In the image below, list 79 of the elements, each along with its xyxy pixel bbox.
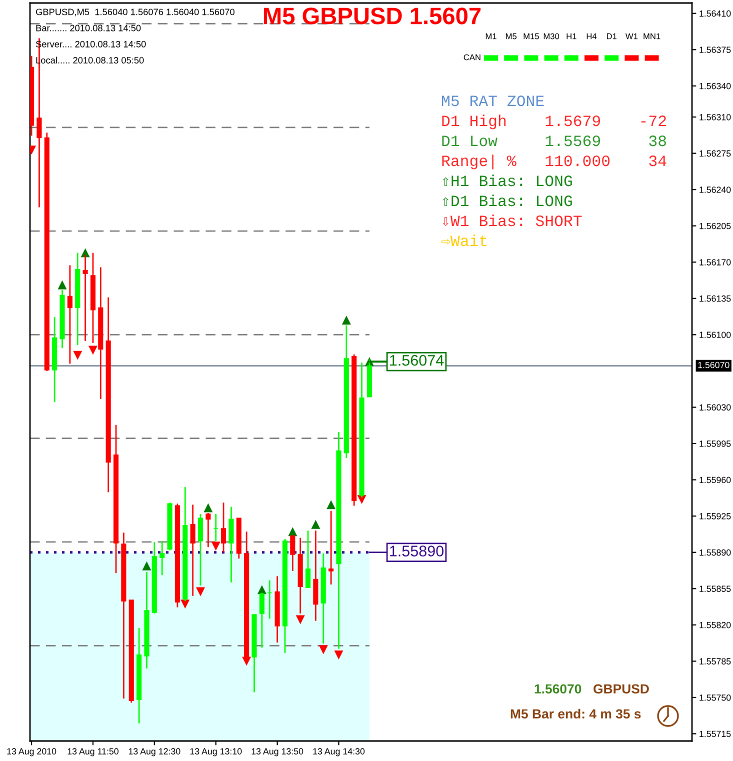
annotation: D1 Low 1.5569 38 bbox=[442, 136, 666, 146]
candlestick bbox=[67, 264, 72, 364]
y-tick-label: 1.55995 bbox=[700, 440, 731, 447]
y-tick-label: 1.56310 bbox=[700, 114, 731, 120]
category-label: W1 bbox=[625, 33, 638, 40]
annotation: ⇧H1 Bias: LONG bbox=[442, 174, 572, 186]
point bbox=[326, 500, 336, 510]
y-tick-label: 1.55925 bbox=[700, 513, 731, 520]
y-tick-label: 1.56170 bbox=[700, 259, 731, 266]
annotation: 1.56070 bbox=[534, 684, 582, 694]
annotation: ⇩W1 Bias: SHORT bbox=[442, 214, 582, 226]
annotation: Bar....... 2010.08.13 14:50 bbox=[36, 24, 141, 32]
category-label: M15 bbox=[524, 33, 539, 40]
y-tick-label: 1.56410 bbox=[700, 10, 731, 17]
y-tick-label: 1.55855 bbox=[700, 586, 731, 592]
y-tick-label: 1.55960 bbox=[700, 476, 731, 484]
candlestick bbox=[190, 504, 196, 597]
candlestick bbox=[259, 592, 264, 648]
y-tick-label: 1.56205 bbox=[700, 222, 731, 230]
annotation: ⇧D1 Bias: LONG bbox=[442, 194, 572, 206]
y-tick-label: 1.56375 bbox=[700, 46, 731, 53]
point bbox=[334, 650, 344, 660]
y-tick-label: 1.55715 bbox=[700, 730, 731, 738]
x-tick-label: 13 Aug 12:30 bbox=[128, 748, 180, 756]
candlestick bbox=[228, 506, 234, 584]
annotation: Range| % 110.000 34 bbox=[442, 154, 666, 170]
candlestick bbox=[305, 530, 311, 588]
y-tick-label: 1.56340 bbox=[700, 82, 731, 90]
annotation: M5 RAT ZONE bbox=[442, 96, 544, 106]
x-tick-label: 13 Aug 11:50 bbox=[68, 748, 118, 756]
annotation: GBPUSD,M5 1.56040 1.56076 1.56040 1.56070 bbox=[36, 8, 234, 16]
annotation: M5 Bar end: 4 m 35 s bbox=[510, 708, 641, 719]
category-label: M30 bbox=[544, 33, 560, 40]
x-tick-label: 13 Aug 13:10 bbox=[190, 748, 242, 756]
candlestick bbox=[82, 254, 88, 342]
point bbox=[211, 542, 220, 551]
annotation: D1 High 1.5679 -72 bbox=[442, 114, 666, 130]
category-label: M1 bbox=[486, 33, 496, 40]
annotation: ⇨Wait bbox=[442, 234, 486, 246]
point bbox=[296, 615, 305, 624]
candlestick bbox=[290, 535, 296, 572]
ref-line-label: 1.56070 bbox=[698, 362, 730, 368]
candlestick bbox=[206, 512, 211, 548]
point bbox=[142, 561, 152, 570]
y-tick-label: 1.55820 bbox=[700, 622, 731, 628]
point bbox=[80, 248, 90, 258]
y-tick-label: 1.55890 bbox=[700, 549, 731, 556]
x-tick-label: 13 Aug 13:50 bbox=[252, 748, 304, 756]
point bbox=[196, 587, 205, 596]
annotation: CAN bbox=[464, 54, 480, 60]
x-tick-label: 13 Aug 14:30 bbox=[313, 748, 365, 756]
point bbox=[180, 600, 190, 609]
category-label: MN1 bbox=[644, 33, 660, 40]
annotation: 1.56074 bbox=[390, 354, 444, 366]
point bbox=[73, 350, 82, 360]
category-label: M5 bbox=[506, 33, 517, 40]
candlestick bbox=[160, 540, 165, 576]
point bbox=[342, 316, 351, 325]
point bbox=[88, 346, 98, 355]
point bbox=[318, 645, 328, 654]
y-tick-label: 1.55785 bbox=[700, 658, 731, 664]
point bbox=[204, 503, 213, 512]
y-tick-label: 1.56240 bbox=[700, 186, 731, 193]
point bbox=[58, 280, 67, 290]
annotation: GBPUSD bbox=[594, 684, 649, 694]
y-tick-label: 1.56100 bbox=[700, 332, 731, 338]
candlestick bbox=[328, 510, 334, 586]
y-tick-label: 1.56275 bbox=[700, 150, 731, 157]
category-label: H1 bbox=[566, 33, 576, 40]
y-tick-label: 1.55750 bbox=[700, 694, 731, 701]
ref-line-label: 1.55890 bbox=[390, 546, 444, 556]
chart-title: M5 GBPUSD 1.5607 bbox=[264, 8, 481, 24]
candlestick bbox=[198, 513, 204, 586]
y-tick-label: 1.56135 bbox=[700, 295, 731, 302]
y-tick-label: 1.56030 bbox=[700, 404, 731, 411]
category-label: H4 bbox=[586, 33, 597, 40]
point bbox=[311, 520, 320, 529]
category-label: D1 bbox=[606, 33, 617, 40]
x-tick-label: 13 Aug 2010 bbox=[7, 748, 56, 756]
